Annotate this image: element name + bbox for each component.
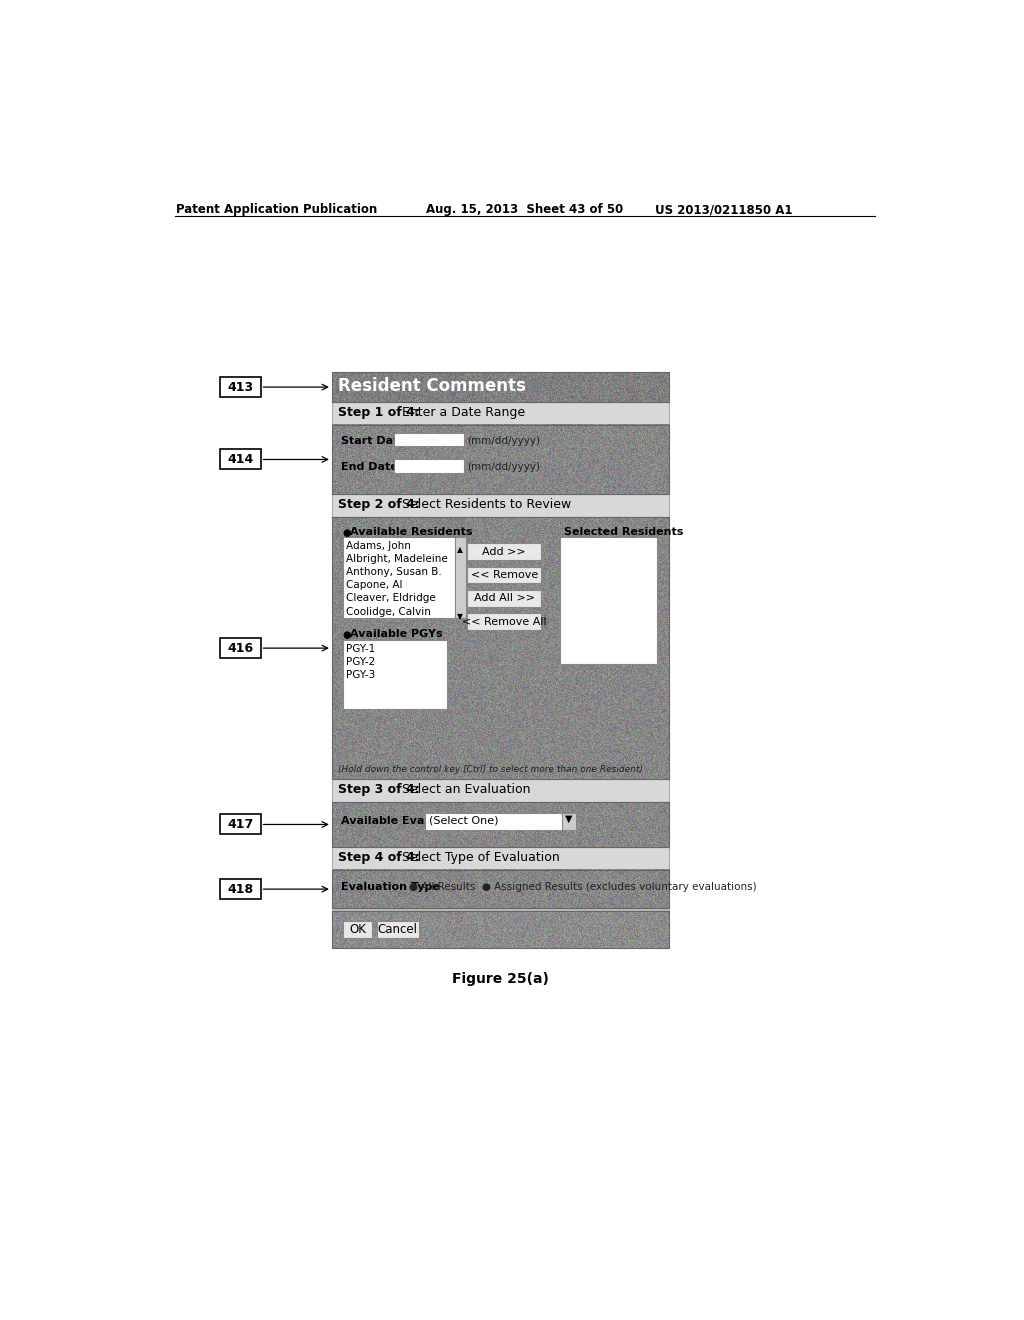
Text: Enter a Date Range: Enter a Date Range (401, 405, 524, 418)
Bar (343, 921, 372, 937)
Bar (425, 813, 575, 830)
Text: Select an Evaluation: Select an Evaluation (401, 783, 530, 796)
Bar (467, 612, 541, 630)
Bar (332, 908, 669, 911)
Text: PGY-2: PGY-2 (346, 656, 375, 667)
Bar (343, 640, 447, 709)
Text: PGY-3: PGY-3 (346, 669, 375, 680)
Text: Adams, John: Adams, John (346, 541, 411, 550)
Text: ● All Results  ● Assigned Results (excludes voluntary evaluations): ● All Results ● Assigned Results (exclud… (410, 882, 757, 892)
Text: Available Evaluations: Available Evaluations (341, 816, 475, 826)
Bar (332, 803, 669, 847)
Text: PGY-1: PGY-1 (346, 644, 375, 653)
Text: US 2013/0211850 A1: US 2013/0211850 A1 (655, 203, 793, 216)
Text: Capone, Al: Capone, Al (346, 581, 402, 590)
Text: Step 4 of 4:: Step 4 of 4: (338, 850, 420, 863)
Bar (343, 537, 455, 618)
Text: ●: ● (343, 630, 351, 640)
Text: End Date: End Date (341, 462, 398, 471)
Text: (mm/dd/yyyy): (mm/dd/yyyy) (467, 462, 541, 471)
Bar (467, 544, 541, 561)
Text: << Remove All: << Remove All (462, 616, 547, 627)
Bar (332, 372, 669, 401)
Bar (220, 638, 260, 659)
Bar (220, 378, 260, 397)
Text: Selected Residents: Selected Residents (564, 527, 684, 537)
Text: Resident Comments: Resident Comments (338, 378, 526, 395)
Text: Step 2 of 4:: Step 2 of 4: (338, 498, 420, 511)
Bar (332, 517, 669, 779)
Text: Step 1 of 4:: Step 1 of 4: (338, 405, 420, 418)
Text: ●: ● (343, 528, 351, 539)
Bar (332, 870, 669, 908)
Bar (467, 590, 541, 607)
Text: Cancel: Cancel (378, 923, 418, 936)
Text: 416: 416 (227, 642, 253, 655)
Text: ▲: ▲ (457, 545, 463, 554)
Bar (377, 921, 420, 937)
Text: Figure 25(a): Figure 25(a) (452, 972, 549, 986)
Text: Aug. 15, 2013  Sheet 43 of 50: Aug. 15, 2013 Sheet 43 of 50 (426, 203, 624, 216)
Text: Select Residents to Review: Select Residents to Review (401, 498, 570, 511)
Text: Add All >>: Add All >> (474, 594, 535, 603)
Text: (Select One): (Select One) (429, 816, 499, 825)
Bar (394, 459, 464, 473)
Bar (332, 425, 669, 494)
Text: (Hold down the control key [Ctrl] to select more than one Resident): (Hold down the control key [Ctrl] to sel… (338, 766, 643, 774)
Text: ▼: ▼ (457, 612, 463, 620)
Text: Step 3 of 4:: Step 3 of 4: (338, 783, 420, 796)
Bar (220, 879, 260, 899)
Text: 417: 417 (227, 818, 254, 832)
Bar (455, 537, 466, 618)
Bar (220, 449, 260, 470)
Text: Add >>: Add >> (482, 548, 526, 557)
Text: Available Residents: Available Residents (350, 527, 473, 537)
Text: 414: 414 (227, 453, 254, 466)
Text: << Remove: << Remove (471, 570, 538, 581)
Bar (220, 814, 260, 834)
Text: 413: 413 (227, 380, 253, 393)
Text: Cleaver, Eldridge: Cleaver, Eldridge (346, 594, 435, 603)
Text: Anthony, Susan B.: Anthony, Susan B. (346, 568, 441, 577)
Bar (394, 433, 464, 446)
Text: Coolidge, Calvin: Coolidge, Calvin (346, 607, 431, 616)
Bar (467, 566, 541, 583)
Text: 418: 418 (227, 883, 253, 896)
Bar (562, 813, 575, 830)
Text: Albright, Madeleine: Albright, Madeleine (346, 554, 447, 564)
Text: (mm/dd/yyyy): (mm/dd/yyyy) (467, 436, 541, 446)
Bar (560, 537, 657, 664)
Text: Select Type of Evaluation: Select Type of Evaluation (401, 850, 559, 863)
Text: Patent Application Publication: Patent Application Publication (176, 203, 377, 216)
Text: Start Date: Start Date (341, 436, 406, 446)
Text: Evaluation Type: Evaluation Type (341, 882, 440, 892)
Bar (332, 401, 669, 425)
Bar (332, 779, 669, 803)
Bar (332, 847, 669, 870)
Text: ▼: ▼ (565, 814, 572, 824)
Bar (332, 912, 669, 949)
Text: OK: OK (349, 923, 366, 936)
Text: Available PGYs: Available PGYs (350, 628, 443, 639)
Bar (332, 494, 669, 517)
